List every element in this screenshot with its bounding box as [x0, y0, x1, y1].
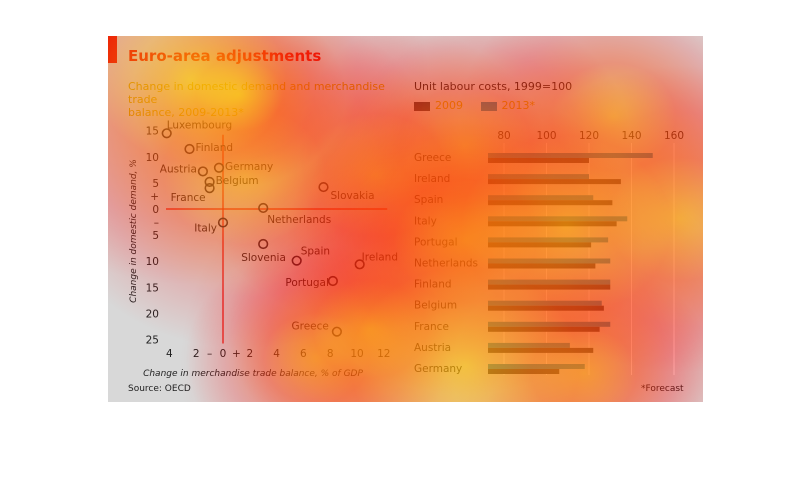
- bar-2013: [488, 153, 653, 158]
- bar-category-label: France: [414, 321, 449, 333]
- bar-x-tick-label: 100: [536, 130, 556, 142]
- bar-category-label: Greece: [414, 152, 451, 164]
- bar-2009: [488, 284, 611, 290]
- bar-x-tick-label: 120: [579, 130, 599, 142]
- forecast-footnote: *Forecast: [641, 384, 684, 394]
- bar-2009: [488, 347, 594, 353]
- bar-x-tick-label: 160: [664, 130, 684, 142]
- bar-2013: [488, 321, 611, 327]
- bar-2013: [488, 258, 611, 264]
- bar-2009: [488, 179, 621, 185]
- bar-category-label: Finland: [414, 279, 452, 291]
- bar-x-tick-label: 80: [497, 130, 510, 142]
- bar-2009: [488, 263, 596, 269]
- bar-2013: [488, 174, 589, 180]
- bar-2013: [488, 279, 611, 285]
- bar-2009: [488, 158, 589, 163]
- bar-2013: [488, 300, 602, 306]
- bar-category-label: Germany: [414, 363, 462, 375]
- bar-2009: [488, 326, 600, 332]
- bar-category-label: Austria: [414, 342, 451, 354]
- bar-category-label: Spain: [414, 194, 443, 206]
- bar-category-label: Portugal: [414, 236, 458, 248]
- source-note: Source: OECD: [128, 384, 191, 394]
- bar-2009: [488, 305, 604, 311]
- bar-category-label: Italy: [414, 215, 437, 227]
- bar-2013: [488, 342, 570, 348]
- bar-x-tick-label: 140: [621, 130, 641, 142]
- bar-category-label: Belgium: [414, 300, 457, 312]
- bar-category-label: Ireland: [414, 173, 450, 185]
- bar-2009: [488, 242, 592, 248]
- bar-2013: [488, 195, 594, 201]
- bar-2013: [488, 364, 585, 369]
- bar-2013: [488, 237, 609, 243]
- bar-2013: [488, 216, 628, 222]
- bar-2009: [488, 369, 560, 374]
- bar-category-label: Netherlands: [414, 258, 478, 270]
- bar-2009: [488, 200, 613, 206]
- bar-2009: [488, 221, 617, 227]
